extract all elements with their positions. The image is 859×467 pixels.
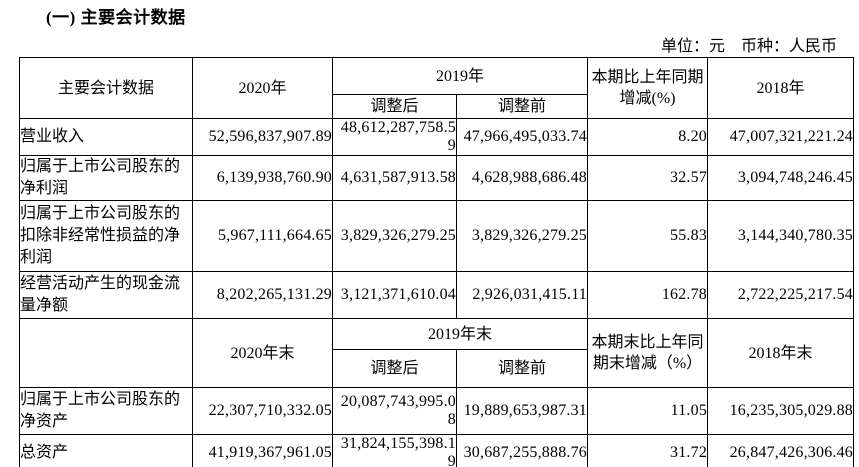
row-label: 总资产 [19,434,193,467]
cell-2020: 22,307,710,332.05 [192,387,333,435]
cell-change-pct: 8.20 [587,118,709,156]
currency-unit-note: 单位：元 币种：人民币 [660,38,837,55]
period-end-header-row-sub: 调整后 调整前 [20,349,854,388]
table-row-total-assets: 总资产 41,919,367,961.05 31,824,155,398.19 … [19,434,855,467]
row-label: 归属于上市公司股东的净资产 [19,387,193,435]
cell-2019-adjusted: 31,824,155,398.19 [332,434,457,467]
col-header-adjusted-after: 调整后 [332,349,457,388]
table-row-operating-cash-flow: 经营活动产生的现金流量净额 8,202,265,131.29 3,121,371… [19,271,855,319]
cell-2020: 52,596,837,907.89 [192,118,333,156]
col-header-end-change-pct: 本期末比上年同期末增减（%） [587,318,709,388]
cell-2019-adjusted: 4,631,587,913.58 [332,155,457,201]
cell-2020: 6,139,938,760.90 [192,155,333,201]
table-row-net-profit: 归属于上市公司股东的净利润 6,139,938,760.90 4,631,587… [19,155,855,201]
cell-2019-before: 4,628,988,686.48 [455,155,589,201]
col-header-2019: 2019年 [331,57,589,95]
cell-change-pct: 162.78 [587,271,709,319]
col-header-adjusted-before: 调整前 [455,94,589,119]
row-label: 归属于上市公司股东的净利润 [19,155,193,201]
cell-2019-before: 3,829,326,279.25 [455,200,589,272]
table-row-revenue: 营业收入 52,596,837,907.89 48,612,287,758.59… [19,118,855,156]
row-label: 经营活动产生的现金流量净额 [19,271,193,319]
cell-2019-adjusted: 3,121,371,610.04 [332,271,457,319]
cell-2020: 8,202,265,131.29 [192,271,333,319]
cell-2019-before: 47,966,495,033.74 [455,118,589,156]
row-label: 营业收入 [19,118,193,156]
col-header-empty [19,318,193,388]
cell-2018: 3,144,340,780.35 [707,200,855,272]
table-row-deducted-net-profit: 归属于上市公司股东的扣除非经常性损益的净利润 5,967,111,664.65 … [19,200,855,272]
col-header-adjusted-after: 调整后 [332,94,457,119]
cell-2018: 26,847,426,306.46 [707,434,855,467]
cell-2019-before: 30,687,255,888.76 [455,434,589,467]
cell-change-pct: 55.83 [587,200,709,272]
col-header-adjusted-before: 调整前 [455,349,589,388]
col-header-2019-end: 2019年末 [331,318,589,350]
cell-change-pct: 31.72 [587,434,709,467]
col-header-2020: 2020年 [192,57,333,119]
col-header-change-pct: 本期比上年同期增减(%) [587,57,709,119]
cell-2018: 47,007,321,221.24 [707,118,855,156]
cell-2019-adjusted: 48,612,287,758.59 [332,118,457,156]
col-header-2018: 2018年 [707,57,855,119]
col-header-main-label: 主要会计数据 [19,57,193,119]
section-title: (一) 主要会计数据 [46,8,186,27]
cell-2019-before: 2,926,031,415.11 [455,271,589,319]
cell-2019-adjusted: 3,829,326,279.25 [332,200,457,272]
cell-change-pct: 32.57 [587,155,709,201]
col-header-2018-end: 2018年末 [707,318,855,388]
col-header-2020-end: 2020年末 [192,318,333,388]
cell-change-pct: 11.05 [587,387,709,435]
period-end-header-row-top: 2020年末 2019年末 本期末比上年同期末增减（%） 2018年末 [19,318,855,388]
cell-2019-adjusted: 20,087,743,995.08 [332,387,457,435]
cell-2020: 41,919,367,961.05 [192,434,333,467]
cell-2020: 5,967,111,664.65 [192,200,333,272]
cell-2019-before: 19,889,653,987.31 [455,387,589,435]
row-label: 归属于上市公司股东的扣除非经常性损益的净利润 [19,200,193,272]
cell-2018: 2,722,225,217.54 [707,271,855,319]
table-row-net-assets: 归属于上市公司股东的净资产 22,307,710,332.05 20,087,7… [19,387,855,435]
cell-2018: 16,235,305,029.88 [707,387,855,435]
accounting-data-table: 主要会计数据 2020年 2019年 本期比上年同期增减(%) 2018年 调整… [19,57,855,467]
period-header-row-sub: 调整后 调整前 [20,94,854,119]
cell-2018: 3,094,748,246.45 [707,155,855,201]
period-header-row-top: 主要会计数据 2020年 2019年 本期比上年同期增减(%) 2018年 [19,57,855,119]
